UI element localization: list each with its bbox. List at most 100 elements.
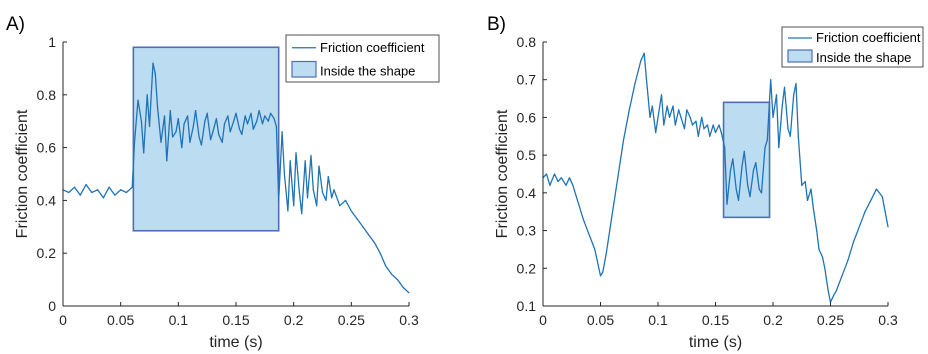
data-point bbox=[278, 199, 280, 201]
data-point bbox=[169, 110, 171, 112]
data-point bbox=[726, 203, 728, 205]
data-point bbox=[628, 109, 630, 111]
data-point bbox=[195, 110, 197, 112]
data-point bbox=[741, 165, 743, 168]
x-tick-label: 0.15 bbox=[702, 312, 729, 328]
data-point bbox=[206, 112, 208, 114]
data-point bbox=[599, 275, 602, 277]
data-point bbox=[241, 133, 243, 135]
data-point bbox=[210, 139, 212, 141]
y-tick-label: 1 bbox=[48, 34, 56, 50]
data-point bbox=[235, 112, 237, 114]
data-point bbox=[250, 112, 252, 114]
chart-panel-2: B) 0 0.05 0.1 0.15 0.2 0.25 0.3 0.1 0.2 0.3 0.4 0.5 0… bbox=[487, 14, 924, 351]
data-point bbox=[870, 199, 872, 201]
data-point bbox=[79, 194, 81, 196]
data-point bbox=[703, 128, 705, 130]
x-tick-label: 0.1 bbox=[648, 312, 668, 328]
data-point bbox=[186, 115, 189, 117]
data-point bbox=[301, 213, 303, 215]
y-tick-label: 0.6 bbox=[517, 109, 537, 125]
data-point bbox=[622, 139, 625, 141]
data-point bbox=[651, 105, 653, 107]
data-point bbox=[148, 125, 151, 128]
data-point bbox=[192, 125, 194, 128]
x-tick-label: 0 bbox=[539, 312, 547, 328]
data-point bbox=[183, 123, 185, 125]
data-point bbox=[229, 131, 231, 133]
data-point bbox=[743, 150, 745, 152]
data-point bbox=[858, 226, 860, 228]
data-point bbox=[316, 205, 318, 207]
data-point bbox=[643, 52, 645, 54]
data-point bbox=[818, 248, 820, 251]
data-point bbox=[350, 210, 352, 212]
data-point bbox=[373, 242, 375, 244]
data-point bbox=[778, 147, 780, 149]
data-point bbox=[275, 125, 277, 128]
x-tick-label: 0.3 bbox=[399, 312, 419, 328]
data-point bbox=[283, 173, 286, 175]
data-point bbox=[204, 120, 206, 122]
data-point bbox=[801, 184, 803, 186]
data-point bbox=[747, 184, 749, 186]
data-point bbox=[816, 229, 818, 232]
data-point bbox=[281, 131, 283, 133]
chart-panel-1: A) 0 0.05 0.1 0.15 0.2 0.25 0.3 0 0.2 0.4 0.6 0.8 1 ti… bbox=[6, 14, 440, 351]
data-point bbox=[663, 124, 665, 126]
data-point bbox=[881, 196, 883, 198]
data-point bbox=[181, 147, 183, 149]
data-point bbox=[691, 124, 694, 126]
data-point bbox=[189, 141, 191, 143]
data-point bbox=[396, 279, 399, 281]
data-point bbox=[223, 123, 226, 125]
data-point bbox=[163, 115, 166, 117]
data-point bbox=[735, 188, 737, 190]
data-point bbox=[824, 267, 826, 269]
data-point bbox=[215, 117, 217, 120]
data-point bbox=[212, 131, 214, 133]
data-point bbox=[729, 169, 732, 171]
data-point bbox=[594, 248, 596, 251]
data-point bbox=[775, 94, 778, 96]
x-tick-label: 0.15 bbox=[222, 312, 249, 328]
legend-box-swatch bbox=[787, 49, 813, 63]
data-point bbox=[312, 189, 314, 191]
data-point bbox=[649, 116, 651, 119]
y-tick-label: 0.6 bbox=[37, 140, 57, 156]
x-tick-label: 0.1 bbox=[169, 312, 189, 328]
data-point bbox=[709, 135, 711, 137]
x-tick-label: 0.25 bbox=[817, 312, 844, 328]
legend: Friction coefficient Inside the shape bbox=[285, 34, 440, 83]
data-point bbox=[602, 271, 604, 273]
data-point bbox=[864, 211, 866, 213]
data-point bbox=[331, 197, 333, 199]
data-point bbox=[701, 116, 703, 119]
data-point bbox=[821, 256, 824, 258]
y-tick-label: 0 bbox=[48, 298, 56, 314]
data-point bbox=[697, 135, 699, 137]
data-point bbox=[131, 186, 133, 188]
legend-label-line: Friction coefficient bbox=[816, 30, 921, 45]
data-point bbox=[588, 233, 590, 235]
data-point bbox=[674, 124, 676, 126]
data-point bbox=[772, 116, 774, 119]
data-point bbox=[720, 131, 722, 134]
data-point bbox=[841, 275, 843, 277]
data-point bbox=[678, 109, 680, 111]
shape-region bbox=[132, 46, 280, 232]
data-point bbox=[755, 162, 757, 164]
data-point bbox=[327, 176, 329, 178]
data-point bbox=[310, 154, 312, 157]
data-point bbox=[402, 286, 404, 289]
data-point bbox=[576, 199, 579, 201]
x-axis-label: time (s) bbox=[209, 334, 262, 351]
data-point bbox=[737, 199, 740, 201]
data-point bbox=[806, 199, 809, 201]
data-point bbox=[683, 128, 686, 130]
x-tick-label: 0 bbox=[59, 312, 67, 328]
data-point bbox=[668, 116, 671, 119]
x-tick-label: 0.05 bbox=[587, 312, 614, 328]
data-point bbox=[293, 205, 295, 207]
